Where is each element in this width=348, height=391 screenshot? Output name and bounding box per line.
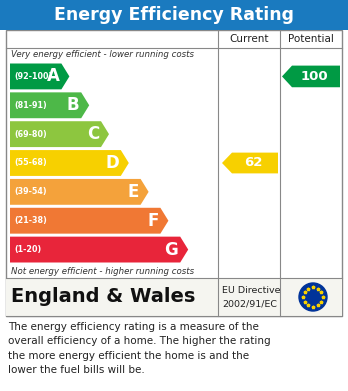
Circle shape [299,283,327,311]
Text: Energy Efficiency Rating: Energy Efficiency Rating [54,6,294,24]
Bar [6,30,342,316]
Text: England & Wales: England & Wales [11,287,195,307]
Text: 100: 100 [300,70,328,83]
Bar [6,278,342,316]
Text: D: D [105,154,119,172]
Text: (69-80): (69-80) [14,130,47,139]
Text: Current: Current [229,34,269,44]
Polygon shape [10,63,69,90]
Text: (21-38): (21-38) [14,216,47,225]
Text: Not energy efficient - higher running costs: Not energy efficient - higher running co… [11,267,194,276]
Text: G: G [165,240,178,258]
Text: 62: 62 [244,156,262,170]
Polygon shape [10,208,168,234]
Text: Very energy efficient - lower running costs: Very energy efficient - lower running co… [11,50,194,59]
Text: Potential: Potential [288,34,334,44]
Text: A: A [47,67,60,85]
Text: F: F [147,212,158,230]
Polygon shape [10,121,109,147]
Polygon shape [282,66,340,87]
Polygon shape [10,150,129,176]
Text: (55-68): (55-68) [14,158,47,167]
Polygon shape [10,237,188,262]
Text: C: C [87,125,99,143]
Text: B: B [66,96,79,114]
Text: (39-54): (39-54) [14,187,47,196]
Polygon shape [222,152,278,173]
Text: (1-20): (1-20) [14,245,41,254]
Text: EU Directive
2002/91/EC: EU Directive 2002/91/EC [222,286,280,308]
Bar [0,0,348,30]
Polygon shape [10,92,89,118]
Text: (92-100): (92-100) [14,72,52,81]
Text: E: E [127,183,139,201]
Polygon shape [10,179,149,205]
Text: The energy efficiency rating is a measure of the
overall efficiency of a home. T: The energy efficiency rating is a measur… [8,322,271,375]
Text: (81-91): (81-91) [14,101,47,110]
